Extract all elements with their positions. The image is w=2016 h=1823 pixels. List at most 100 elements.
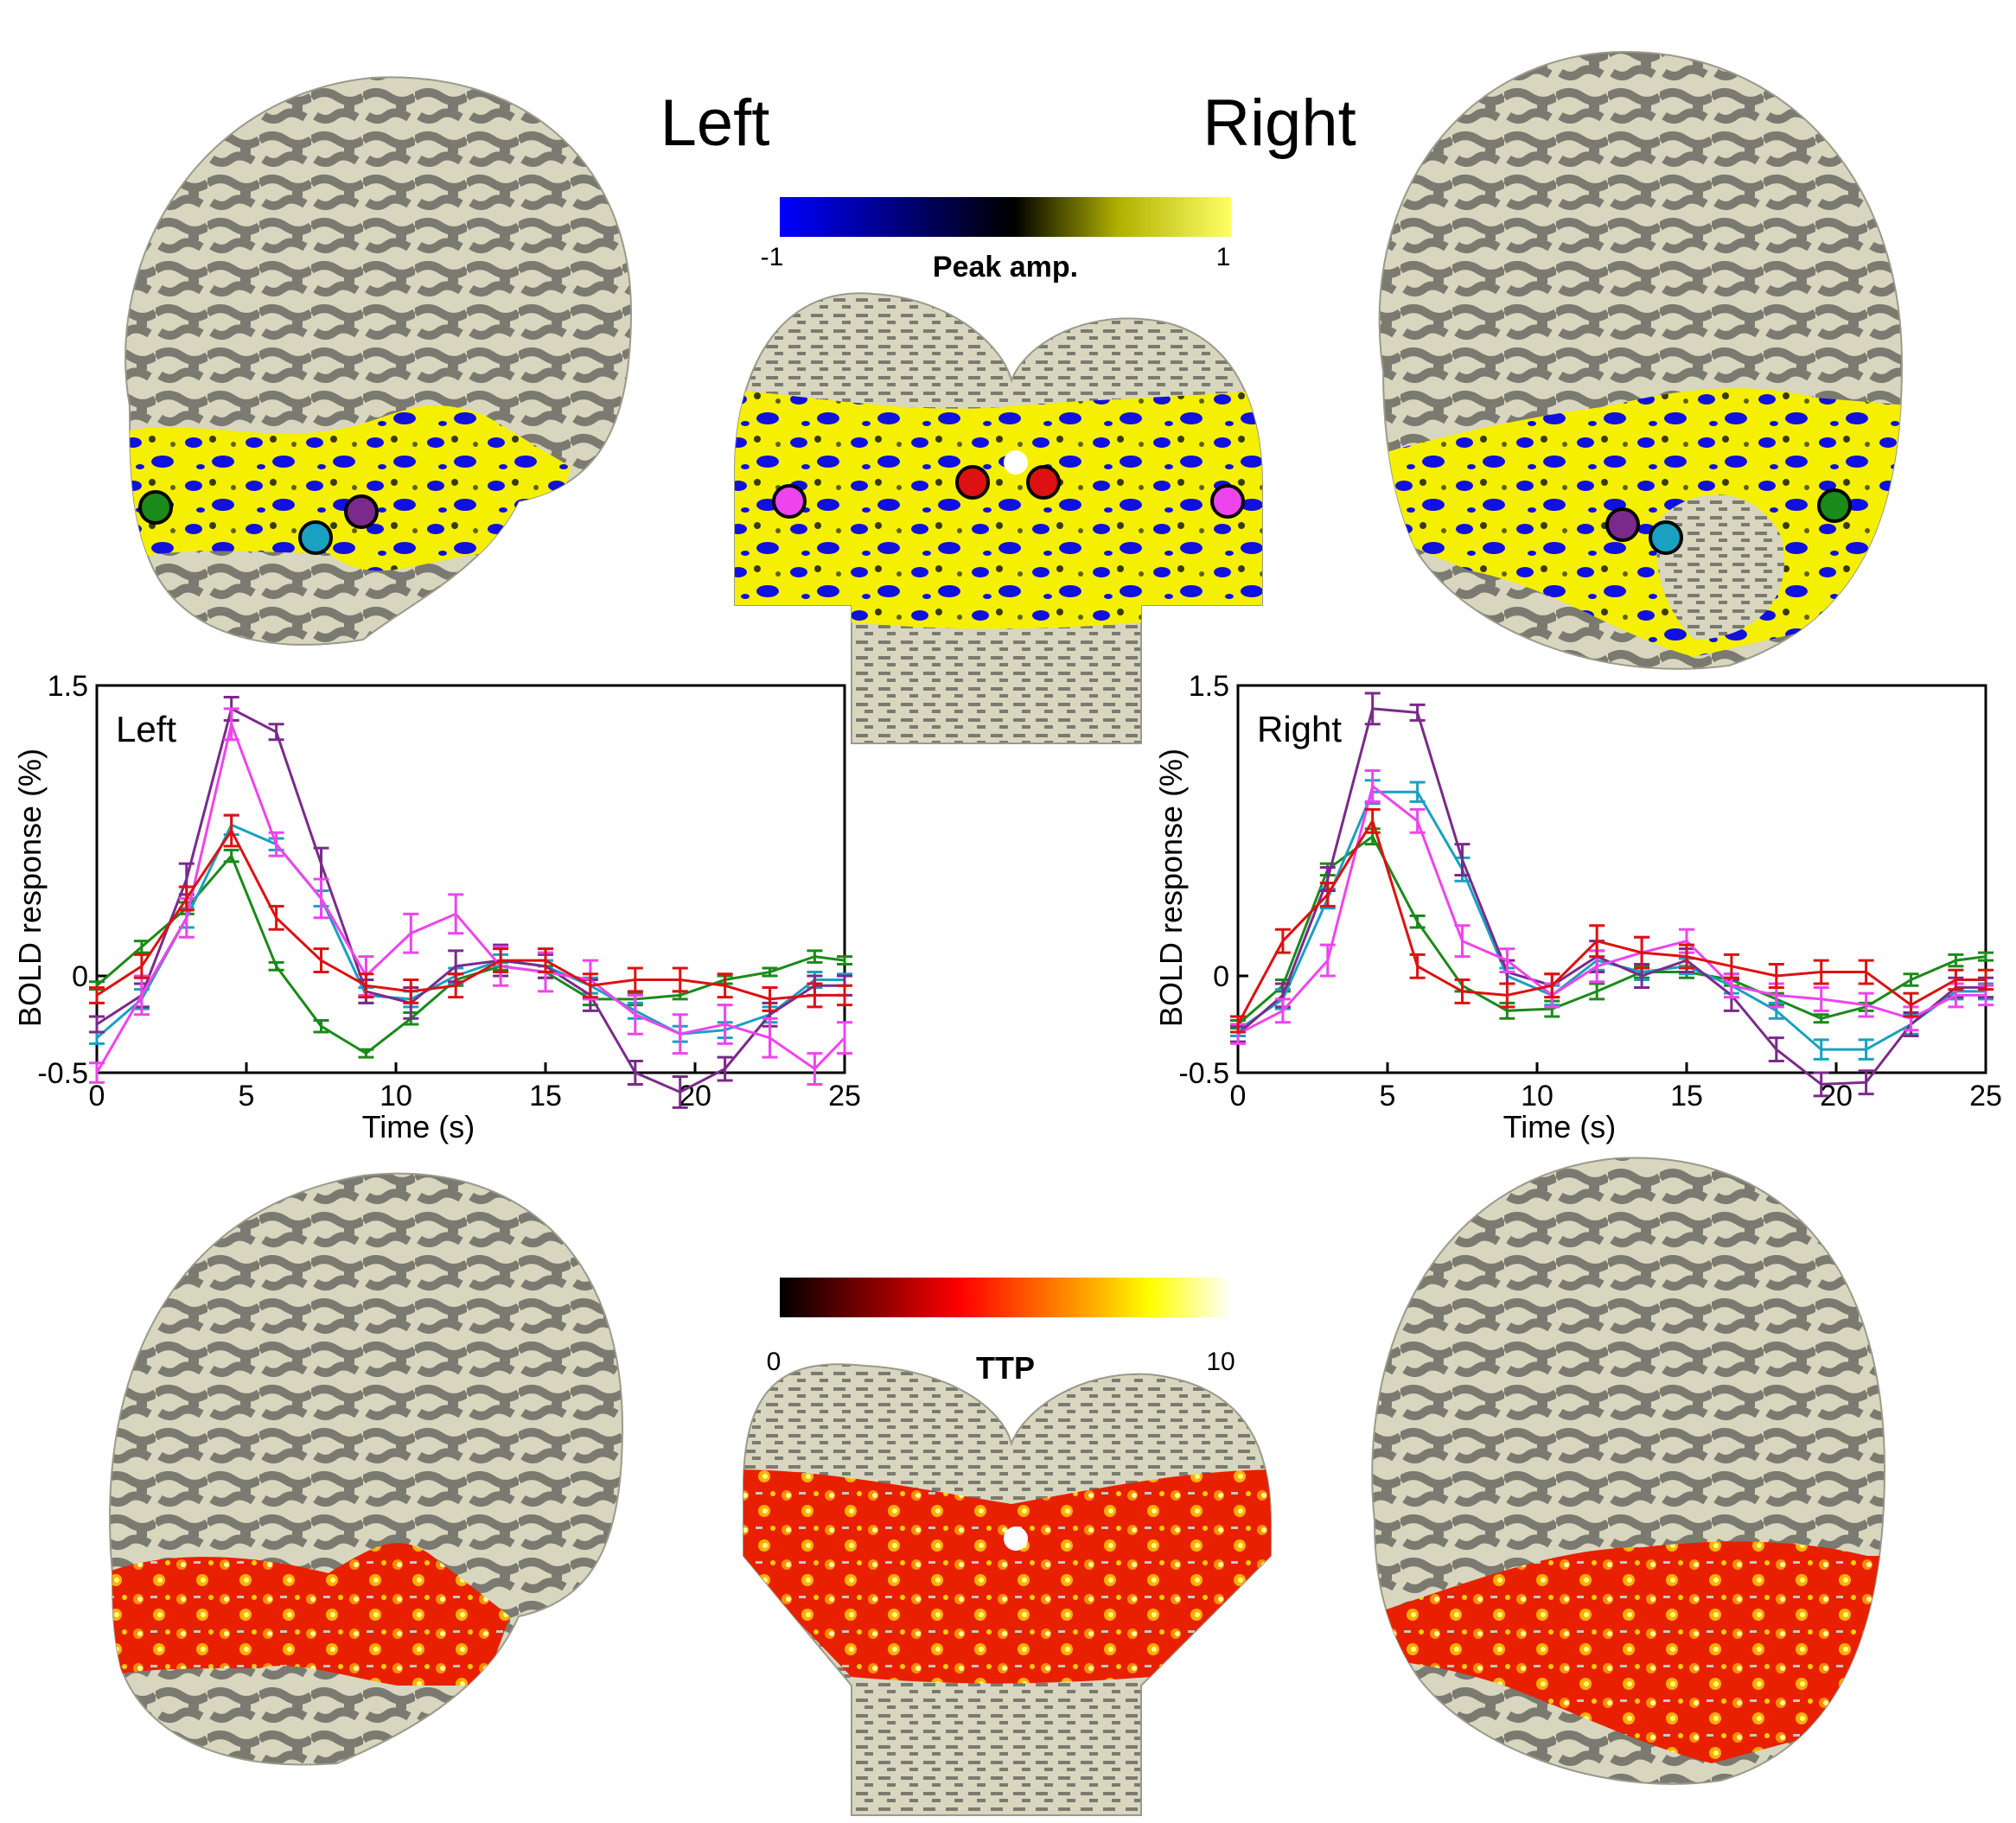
error-bar: [672, 966, 688, 993]
x-tick-label: 5: [239, 1080, 255, 1112]
right-hemisphere-ttp-surface: [1371, 1157, 1886, 1785]
error-bar: [403, 978, 419, 1004]
x-tick-label: 15: [529, 1080, 562, 1112]
left-hemisphere-peak-surface: [124, 76, 633, 646]
error-bar: [1903, 972, 1919, 987]
y-tick-label: 1.5: [48, 670, 88, 703]
error-bar: [1409, 915, 1426, 929]
error-bar: [1978, 968, 1994, 991]
roi-marker-red: [1026, 465, 1061, 500]
roi-marker-magenta: [772, 484, 807, 519]
series-line-green: [1237, 834, 1987, 1026]
left-title: Left: [660, 86, 770, 160]
error-bar: [178, 885, 195, 912]
error-bar: [1409, 807, 1426, 834]
series-line-purple: [96, 706, 845, 1094]
roi-marker-cyan: [1649, 520, 1683, 555]
error-bar: [1634, 935, 1650, 970]
ttp-colorbar-min: 0: [767, 1348, 782, 1376]
roi-marker-green: [1817, 488, 1852, 523]
error-bar: [358, 1048, 374, 1059]
chart-title: Right: [1257, 709, 1342, 749]
error-bar: [837, 955, 852, 966]
error-bar: [762, 966, 778, 978]
error-bar: [89, 1061, 105, 1084]
right-title: Right: [1203, 86, 1356, 160]
error-bar: [717, 1004, 733, 1045]
error-bar: [1409, 781, 1426, 803]
error-bar: [1948, 968, 1964, 991]
error-bar: [807, 982, 823, 1009]
error-bar: [223, 707, 239, 742]
ttp-colorbar-title: TTP: [976, 1350, 1035, 1386]
x-tick-label: 0: [1230, 1080, 1247, 1112]
x-tick-label: 10: [1521, 1080, 1553, 1112]
error-bar: [268, 831, 284, 857]
error-bar: [1364, 692, 1381, 726]
roi-marker-purple: [344, 494, 379, 529]
error-bar: [672, 1013, 688, 1055]
error-bar: [1454, 978, 1471, 1004]
error-bar: [268, 960, 284, 972]
error-bar: [1813, 1071, 1829, 1098]
error-bar: [1768, 1036, 1784, 1063]
error-bar: [1858, 991, 1874, 1018]
y-tick-label: 0: [72, 960, 88, 993]
series-purple: [89, 695, 852, 1109]
error-bar: [1813, 985, 1829, 1012]
error-bar: [582, 972, 598, 999]
roi-marker-green: [138, 490, 173, 525]
error-bar: [627, 966, 643, 993]
error-bar: [1274, 998, 1291, 1024]
error-bar: [89, 1015, 105, 1034]
x-tick-label: 25: [828, 1080, 861, 1112]
left-hemisphere-ttp-surface: [109, 1172, 624, 1766]
peak-colorbar: -1 Peak amp. 1: [761, 197, 1231, 284]
x-tick-label: 10: [380, 1080, 412, 1112]
plot-frame: [1236, 684, 1987, 1074]
ttp-colorbar-gradient: [780, 1278, 1231, 1317]
error-bar: [837, 984, 852, 1007]
error-bar: [403, 912, 419, 954]
error-bar: [1364, 807, 1381, 834]
x-axis-label: Time (s): [362, 1109, 475, 1144]
error-bar: [1858, 1069, 1874, 1096]
error-bar: [717, 972, 733, 999]
error-bar: [448, 893, 464, 935]
error-bar: [627, 1060, 643, 1086]
roi-markers-center: [772, 465, 1245, 519]
center-peak-surface: [734, 292, 1263, 744]
error-bar: [1319, 943, 1336, 978]
error-bar: [1813, 1038, 1829, 1061]
error-bar: [268, 904, 284, 931]
plot-frame: [95, 684, 846, 1074]
x-tick-label: 25: [1969, 1080, 2002, 1112]
x-tick-label: 5: [1380, 1080, 1396, 1112]
error-bar: [133, 953, 150, 979]
peak-colorbar-max: 1: [1216, 243, 1231, 271]
series-cyan: [1230, 779, 1994, 1061]
roi-markers-right: [1605, 488, 1852, 555]
error-bar: [672, 1074, 688, 1109]
error-bar: [762, 1017, 778, 1059]
error-bar: [1499, 947, 1515, 974]
error-bar: [1723, 953, 1739, 979]
error-bar: [538, 947, 553, 974]
series-red: [89, 813, 852, 1012]
center-ttp-surface: [743, 1363, 1272, 1816]
ttp-colorbar-max: 10: [1206, 1348, 1234, 1376]
error-bar: [837, 1021, 852, 1055]
y-tick-label: 1.5: [1189, 670, 1229, 703]
error-bar: [1454, 843, 1471, 877]
x-tick-label: 0: [89, 1080, 105, 1112]
error-bar: [1319, 881, 1336, 908]
error-bar: [1409, 703, 1426, 722]
chart-title: Left: [116, 709, 176, 749]
series-line-magenta: [1237, 783, 1986, 1036]
roi-marker-magenta: [1210, 484, 1245, 519]
y-tick-label: 0: [1213, 960, 1229, 993]
y-axis-label: BOLD response (%): [12, 749, 48, 1027]
